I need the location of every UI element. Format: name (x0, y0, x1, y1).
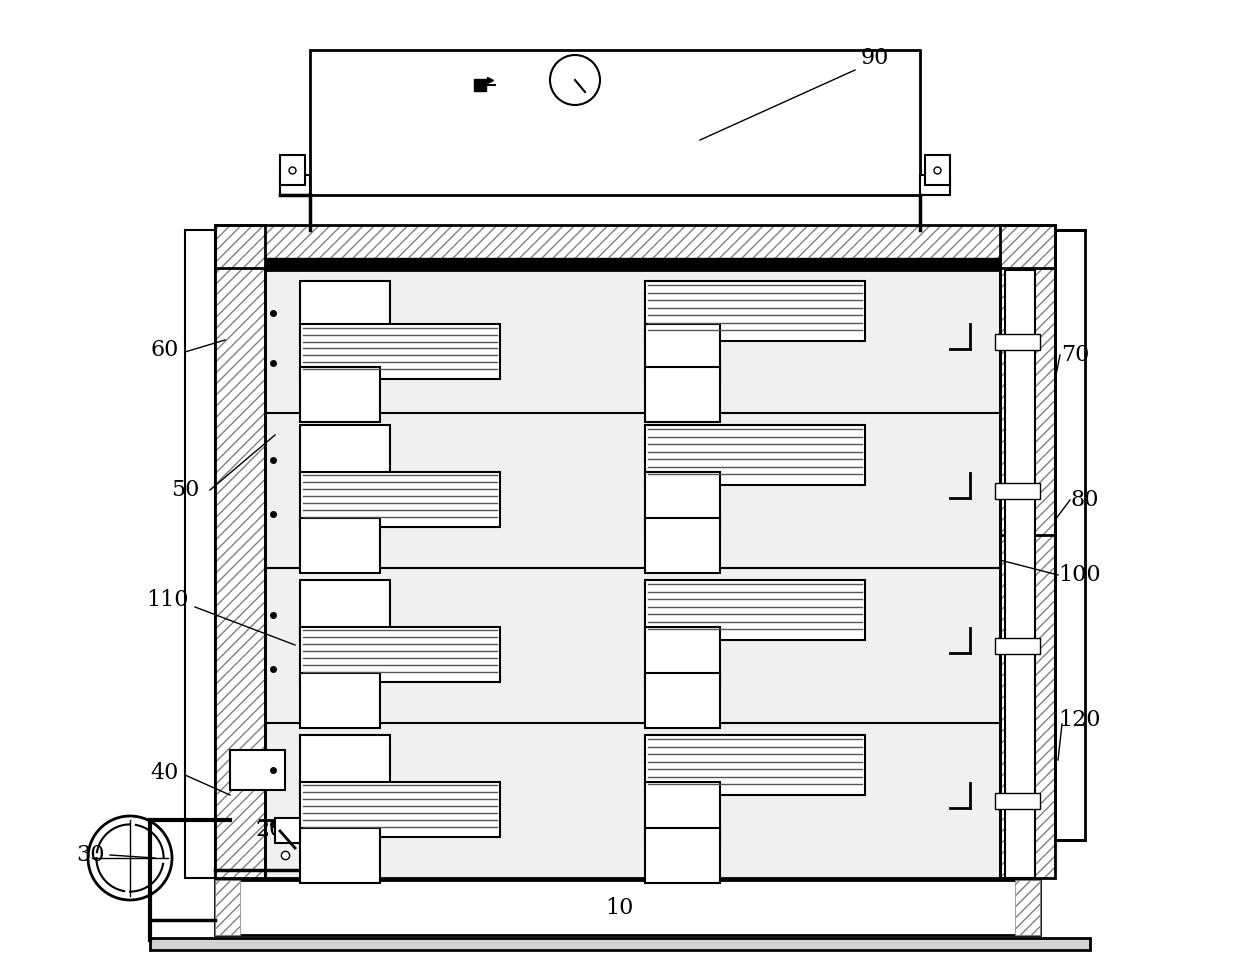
Bar (300, 324, 500, 380)
Bar (994, 483, 1040, 499)
Text: 90: 90 (861, 47, 889, 69)
Text: 120: 120 (1059, 709, 1101, 731)
Bar (925, 155, 950, 185)
Bar (994, 793, 1040, 809)
Text: 30: 30 (76, 844, 104, 866)
Bar (265, 258, 999, 268)
Bar (215, 225, 265, 878)
Bar (275, 818, 300, 843)
Bar (994, 638, 1040, 654)
Bar (229, 750, 285, 790)
Text: 10: 10 (606, 897, 634, 919)
Bar (1004, 270, 1035, 878)
Text: 80: 80 (1071, 489, 1099, 511)
Bar (300, 580, 391, 641)
Bar (185, 230, 215, 878)
Bar (280, 175, 310, 195)
Bar (645, 829, 720, 883)
Bar (280, 155, 305, 185)
Text: 20: 20 (255, 819, 284, 841)
Text: 100: 100 (1059, 564, 1101, 586)
Bar (300, 426, 391, 485)
Bar (300, 829, 379, 883)
Text: 50: 50 (171, 479, 200, 501)
Bar (310, 50, 920, 195)
Bar (300, 736, 391, 795)
Bar (999, 225, 1055, 878)
Bar (300, 281, 391, 341)
Bar (215, 225, 1055, 268)
Bar (215, 225, 265, 878)
Bar (215, 225, 1055, 268)
Bar (645, 472, 720, 532)
Bar (645, 519, 720, 573)
Bar (994, 334, 1040, 350)
Bar (1055, 230, 1085, 840)
Text: 60: 60 (151, 339, 180, 361)
Text: 40: 40 (151, 762, 180, 784)
Text: 110: 110 (146, 589, 190, 611)
Bar (300, 519, 379, 573)
Bar (645, 367, 720, 422)
Bar (999, 225, 1055, 878)
Bar (300, 472, 500, 526)
Bar (645, 324, 720, 385)
Bar (300, 627, 500, 682)
Bar (215, 880, 1040, 935)
Bar (645, 736, 866, 795)
Bar (300, 782, 500, 837)
Bar (645, 782, 720, 842)
Bar (300, 367, 379, 422)
Bar (920, 175, 950, 195)
Bar (150, 938, 1090, 950)
Bar (300, 673, 379, 729)
Bar (215, 880, 241, 935)
Bar (265, 270, 999, 878)
Bar (1016, 880, 1040, 935)
Text: 70: 70 (1060, 344, 1089, 366)
Bar (645, 426, 866, 485)
Bar (645, 580, 866, 641)
Bar (645, 673, 720, 729)
Bar (645, 281, 866, 341)
Bar (645, 627, 720, 687)
